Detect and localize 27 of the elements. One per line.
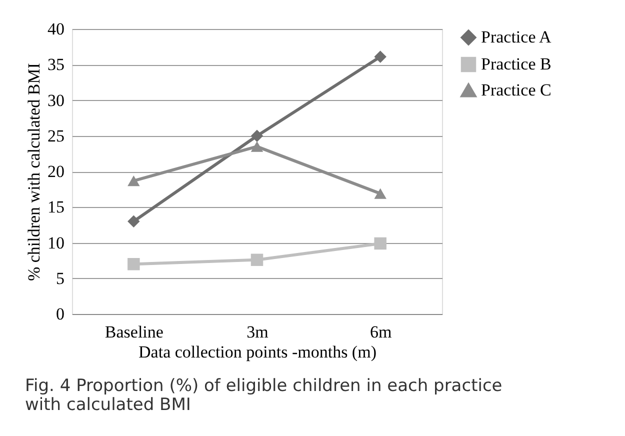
- point: [250, 130, 264, 142]
- y-tick-label: 40: [48, 20, 64, 38]
- point: [128, 258, 140, 270]
- point: [128, 215, 140, 228]
- y-axis-title: % children with calculated BMI: [24, 62, 44, 282]
- y-tick-label: 15: [48, 198, 64, 217]
- point: [374, 237, 386, 250]
- legend-label: Practice B: [481, 54, 552, 74]
- y-tick-label: 35: [48, 55, 64, 74]
- x-tick-label: 6m: [370, 322, 392, 342]
- point: [128, 175, 140, 186]
- x-tick-label: Baseline: [104, 322, 164, 342]
- point: [250, 141, 264, 152]
- y-tick-label: 5: [56, 268, 64, 288]
- point: [374, 188, 386, 199]
- x-tick-label: 3m: [246, 322, 268, 342]
- y-tick-label: 20: [48, 162, 64, 181]
- point: [374, 50, 386, 63]
- caption: Fig. 4 Proportion (%) of eligible children in each practice with calculated BMI: [25, 376, 502, 415]
- y-tick-label: 0: [56, 304, 64, 324]
- y-tick-label: 30: [48, 90, 64, 110]
- legend-label: Practice A: [481, 28, 552, 46]
- x-axis-title: Data collection points -months (m): [138, 342, 376, 362]
- y-tick-label: 25: [48, 126, 64, 146]
- legend-label: Practice C: [481, 80, 552, 100]
- point: [250, 254, 264, 266]
- y-tick-label: 10: [48, 233, 64, 252]
